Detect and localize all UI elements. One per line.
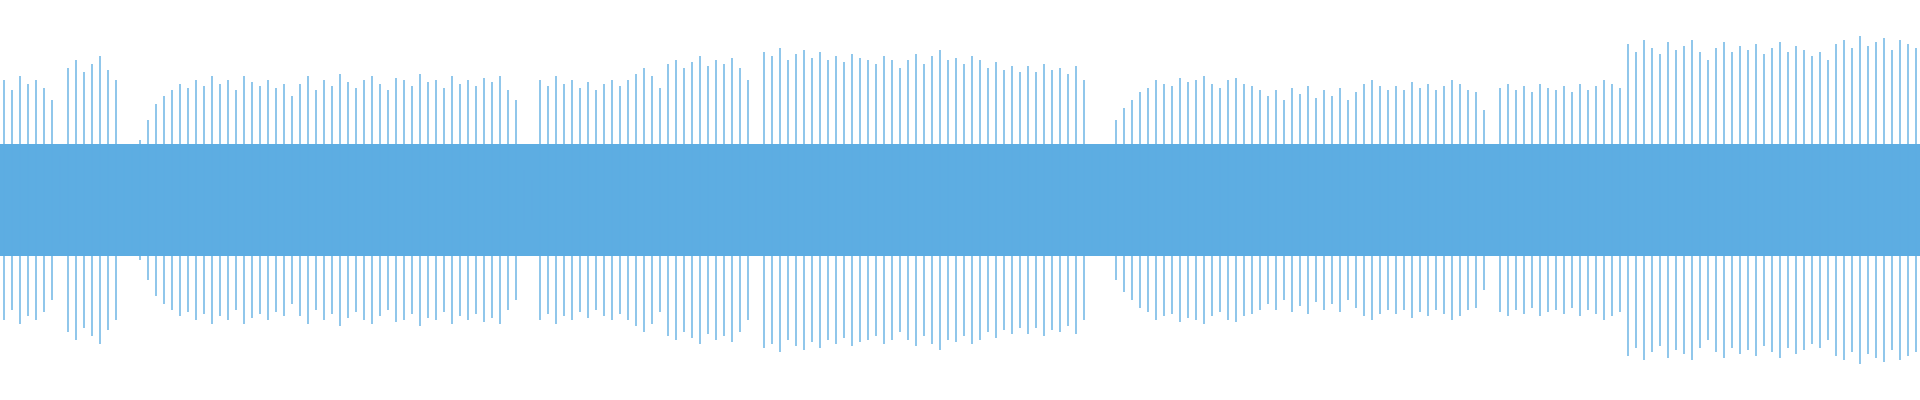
waveform-peaks bbox=[3, 36, 1917, 364]
core-band bbox=[0, 144, 1920, 256]
waveform-core bbox=[0, 144, 1920, 256]
